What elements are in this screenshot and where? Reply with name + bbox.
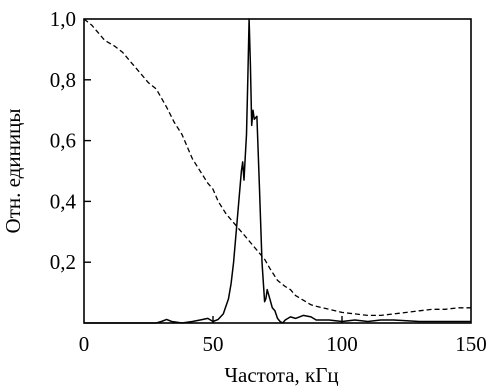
y-axis-title: Отн. единицы (1, 109, 25, 234)
plot-frame (83, 18, 472, 324)
solid-series-line (84, 18, 471, 324)
x-tick-label: 150 (455, 332, 487, 356)
y-tick-label: 0,8 (50, 68, 76, 92)
x-tick-label: 50 (203, 332, 224, 356)
y-tick-label: 1,0 (50, 7, 76, 31)
ticks-layer: 0 50 100 150 0,2 0,4 0,6 0,8 1,0 (50, 7, 487, 356)
y-tick-label: 0,2 (50, 250, 76, 274)
series-layer (83, 18, 471, 324)
y-tick-label: 0,4 (50, 189, 77, 213)
x-axis-title: Частота, кГц (224, 363, 338, 387)
x-tick-label: 100 (326, 332, 358, 356)
x-tick-label: 0 (79, 332, 90, 356)
y-tick-label: 0,6 (50, 129, 76, 153)
dashed-series-line (83, 18, 471, 317)
